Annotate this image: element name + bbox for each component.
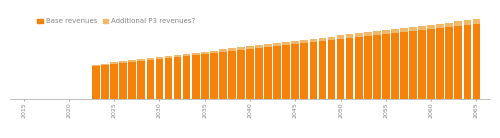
- Bar: [409, 31, 417, 99]
- Bar: [472, 24, 480, 99]
- Bar: [391, 33, 399, 99]
- Bar: [472, 19, 480, 24]
- Bar: [428, 25, 435, 29]
- Bar: [436, 28, 444, 99]
- Bar: [246, 46, 254, 49]
- Bar: [336, 39, 344, 99]
- Bar: [418, 30, 426, 99]
- Bar: [446, 27, 453, 99]
- Bar: [382, 34, 390, 99]
- Bar: [183, 54, 190, 56]
- Bar: [192, 53, 200, 55]
- Bar: [310, 39, 317, 42]
- Bar: [373, 31, 380, 35]
- Bar: [282, 42, 290, 45]
- Bar: [282, 45, 290, 99]
- Bar: [255, 45, 263, 48]
- Bar: [328, 37, 336, 40]
- Bar: [128, 62, 136, 99]
- Bar: [310, 42, 317, 99]
- Bar: [428, 29, 435, 99]
- Bar: [219, 50, 226, 52]
- Bar: [128, 60, 136, 62]
- Bar: [464, 25, 471, 99]
- Bar: [138, 59, 145, 61]
- Bar: [174, 57, 182, 99]
- Bar: [156, 59, 164, 99]
- Bar: [210, 53, 218, 99]
- Bar: [328, 40, 336, 99]
- Bar: [300, 43, 308, 99]
- Bar: [292, 41, 299, 44]
- Bar: [192, 55, 200, 99]
- Bar: [346, 34, 354, 38]
- Bar: [164, 56, 172, 58]
- Bar: [174, 55, 182, 57]
- Bar: [446, 22, 453, 27]
- Bar: [336, 35, 344, 39]
- Bar: [264, 47, 272, 99]
- Bar: [382, 30, 390, 34]
- Bar: [400, 32, 408, 99]
- Legend: Base revenues, Additional P3 revenues?: Base revenues, Additional P3 revenues?: [38, 18, 196, 24]
- Bar: [146, 60, 154, 99]
- Bar: [364, 32, 372, 36]
- Bar: [274, 46, 281, 99]
- Bar: [255, 48, 263, 99]
- Bar: [355, 37, 362, 99]
- Bar: [300, 40, 308, 43]
- Bar: [120, 63, 127, 99]
- Bar: [246, 49, 254, 99]
- Bar: [318, 41, 326, 99]
- Bar: [318, 38, 326, 41]
- Bar: [201, 54, 208, 99]
- Bar: [400, 28, 408, 32]
- Bar: [101, 63, 109, 65]
- Bar: [373, 35, 380, 99]
- Bar: [92, 65, 100, 66]
- Bar: [164, 58, 172, 99]
- Bar: [264, 44, 272, 47]
- Bar: [436, 24, 444, 28]
- Bar: [101, 65, 109, 99]
- Bar: [346, 38, 354, 99]
- Bar: [110, 64, 118, 99]
- Bar: [210, 51, 218, 53]
- Bar: [183, 56, 190, 99]
- Bar: [237, 50, 245, 99]
- Bar: [219, 52, 226, 99]
- Bar: [454, 22, 462, 26]
- Bar: [274, 43, 281, 46]
- Bar: [228, 48, 235, 51]
- Bar: [110, 62, 118, 64]
- Bar: [355, 33, 362, 37]
- Bar: [120, 61, 127, 63]
- Bar: [364, 36, 372, 99]
- Bar: [237, 47, 245, 50]
- Bar: [292, 44, 299, 99]
- Bar: [146, 58, 154, 60]
- Bar: [228, 51, 235, 99]
- Bar: [464, 20, 471, 25]
- Bar: [454, 26, 462, 99]
- Bar: [391, 29, 399, 33]
- Bar: [201, 52, 208, 54]
- Bar: [138, 61, 145, 99]
- Bar: [409, 27, 417, 31]
- Bar: [418, 26, 426, 30]
- Bar: [92, 66, 100, 99]
- Bar: [156, 57, 164, 59]
